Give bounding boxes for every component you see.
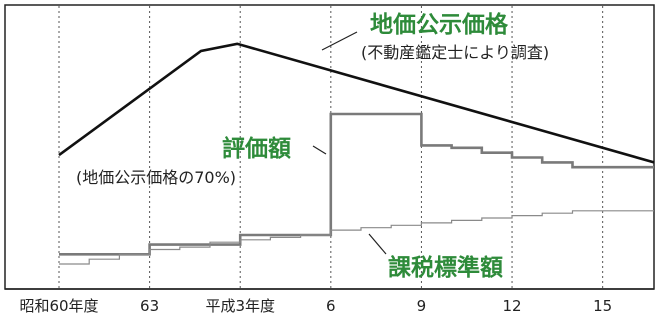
grid-lines (58, 6, 604, 288)
kazei-label: 課税標準額 (388, 254, 503, 281)
chika-note: (不動産鑑定士により調査) (361, 43, 549, 62)
x-tick-label-6: 15 (593, 297, 612, 315)
chika-leader-line (321, 31, 358, 51)
kazei-leader-line (368, 233, 387, 255)
x-tick-label-5: 12 (502, 297, 521, 315)
hyouka-note: (地価公示価格の70%) (76, 168, 236, 187)
series-line-hyouka (59, 112, 654, 256)
series-line-kazei (59, 210, 654, 265)
chika-label: 地価公示価格 (370, 11, 509, 38)
x-tick-label-3: 6 (326, 297, 336, 315)
x-tick-label-2: 平成3年度 (205, 297, 275, 315)
x-tick-label-1: 63 (140, 297, 159, 315)
x-tick-label-4: 9 (417, 297, 427, 315)
x-tick-labels: 昭和60年度 63 平成3年度 6 9 12 15 (19, 297, 612, 315)
series-line-chika (58, 42, 655, 164)
hyouka-leader-line (312, 145, 327, 155)
hyouka-label: 評価額 (222, 135, 291, 162)
series-layer (58, 42, 655, 265)
x-tick-label-0: 昭和60年度 (19, 297, 98, 315)
